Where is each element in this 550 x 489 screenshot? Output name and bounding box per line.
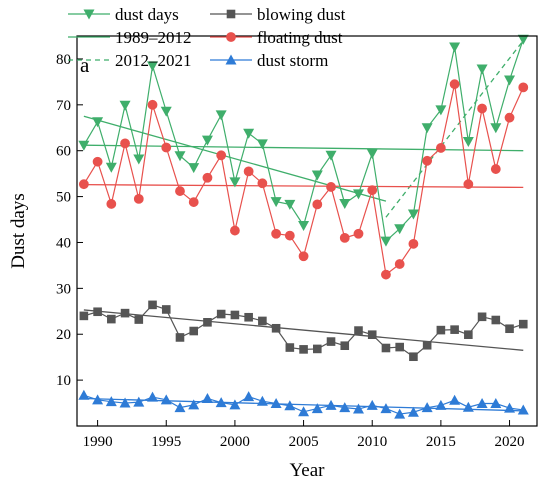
data-point <box>368 330 377 339</box>
x-tick-label: 2000 <box>220 434 250 450</box>
data-point <box>436 143 445 152</box>
data-point <box>381 270 390 279</box>
data-point <box>450 80 459 89</box>
data-point <box>423 341 432 350</box>
data-point <box>409 239 418 248</box>
data-point <box>189 327 198 336</box>
data-point <box>313 345 322 354</box>
data-point <box>175 186 184 195</box>
data-point <box>217 151 226 160</box>
data-point <box>313 200 322 209</box>
data-point <box>231 311 240 320</box>
y-tick-label: 40 <box>56 235 71 251</box>
data-point <box>134 315 143 324</box>
data-point <box>203 318 212 327</box>
data-point <box>244 313 253 322</box>
data-point <box>368 186 377 195</box>
legend-label: dust storm <box>257 51 328 70</box>
data-point <box>203 173 212 182</box>
data-point <box>395 259 404 268</box>
data-point <box>120 139 129 148</box>
data-point <box>340 341 349 350</box>
data-point <box>354 229 363 238</box>
data-point <box>258 179 267 188</box>
data-point <box>492 316 501 325</box>
data-point <box>230 226 239 235</box>
x-tick-label: 1995 <box>151 434 181 450</box>
data-point <box>107 199 116 208</box>
data-point <box>409 352 418 361</box>
legend-label: floating dust <box>257 28 343 47</box>
data-point <box>519 320 528 329</box>
data-point <box>437 326 446 335</box>
legend-label: 2012–2021 <box>115 51 192 70</box>
data-point <box>79 180 88 189</box>
data-point <box>121 309 130 318</box>
data-point <box>326 182 335 191</box>
data-point <box>148 100 157 109</box>
legend-marker <box>226 32 235 41</box>
data-point <box>148 301 157 310</box>
data-point <box>464 180 473 189</box>
data-point <box>519 83 528 92</box>
data-point <box>505 324 514 333</box>
data-point <box>505 113 514 122</box>
data-point <box>464 330 473 339</box>
data-point <box>93 307 102 316</box>
y-tick-label: 30 <box>56 281 71 297</box>
legend-label: dust days <box>115 5 179 24</box>
y-tick-label: 70 <box>56 98 71 114</box>
data-point <box>478 313 487 322</box>
data-point <box>244 167 253 176</box>
data-point <box>107 315 116 324</box>
data-point <box>272 229 281 238</box>
data-point <box>450 325 459 334</box>
legend-label: blowing dust <box>257 5 346 24</box>
y-axis-title: Dust days <box>8 193 29 268</box>
data-point <box>286 343 295 352</box>
data-point <box>327 337 336 346</box>
x-tick-label: 2005 <box>289 434 319 450</box>
data-point <box>395 343 404 352</box>
y-tick-label: 50 <box>56 190 71 206</box>
data-point <box>258 317 267 326</box>
y-tick-label: 20 <box>56 327 71 343</box>
x-tick-label: 2010 <box>357 434 387 450</box>
data-point <box>176 333 185 342</box>
data-point <box>93 157 102 166</box>
y-tick-label: 10 <box>56 373 71 389</box>
data-point <box>382 344 391 353</box>
x-tick-label: 1990 <box>83 434 113 450</box>
x-tick-label: 2020 <box>495 434 525 450</box>
y-tick-label: 60 <box>56 144 71 160</box>
x-tick-label: 2015 <box>426 434 456 450</box>
data-point <box>162 143 171 152</box>
data-point <box>423 156 432 165</box>
data-point <box>299 345 308 354</box>
data-point <box>340 233 349 242</box>
data-point <box>134 194 143 203</box>
data-point <box>477 104 486 113</box>
data-point <box>299 252 308 261</box>
data-point <box>354 326 363 335</box>
data-point <box>285 231 294 240</box>
data-point <box>162 305 171 314</box>
legend-label: 1989–2012 <box>115 28 192 47</box>
data-point <box>491 164 500 173</box>
x-axis-title: Year <box>289 460 325 481</box>
data-point <box>272 324 281 333</box>
panel-label: a <box>80 53 90 77</box>
data-point <box>189 197 198 206</box>
data-point <box>217 310 226 319</box>
legend-marker <box>227 10 236 19</box>
data-point <box>80 312 89 321</box>
